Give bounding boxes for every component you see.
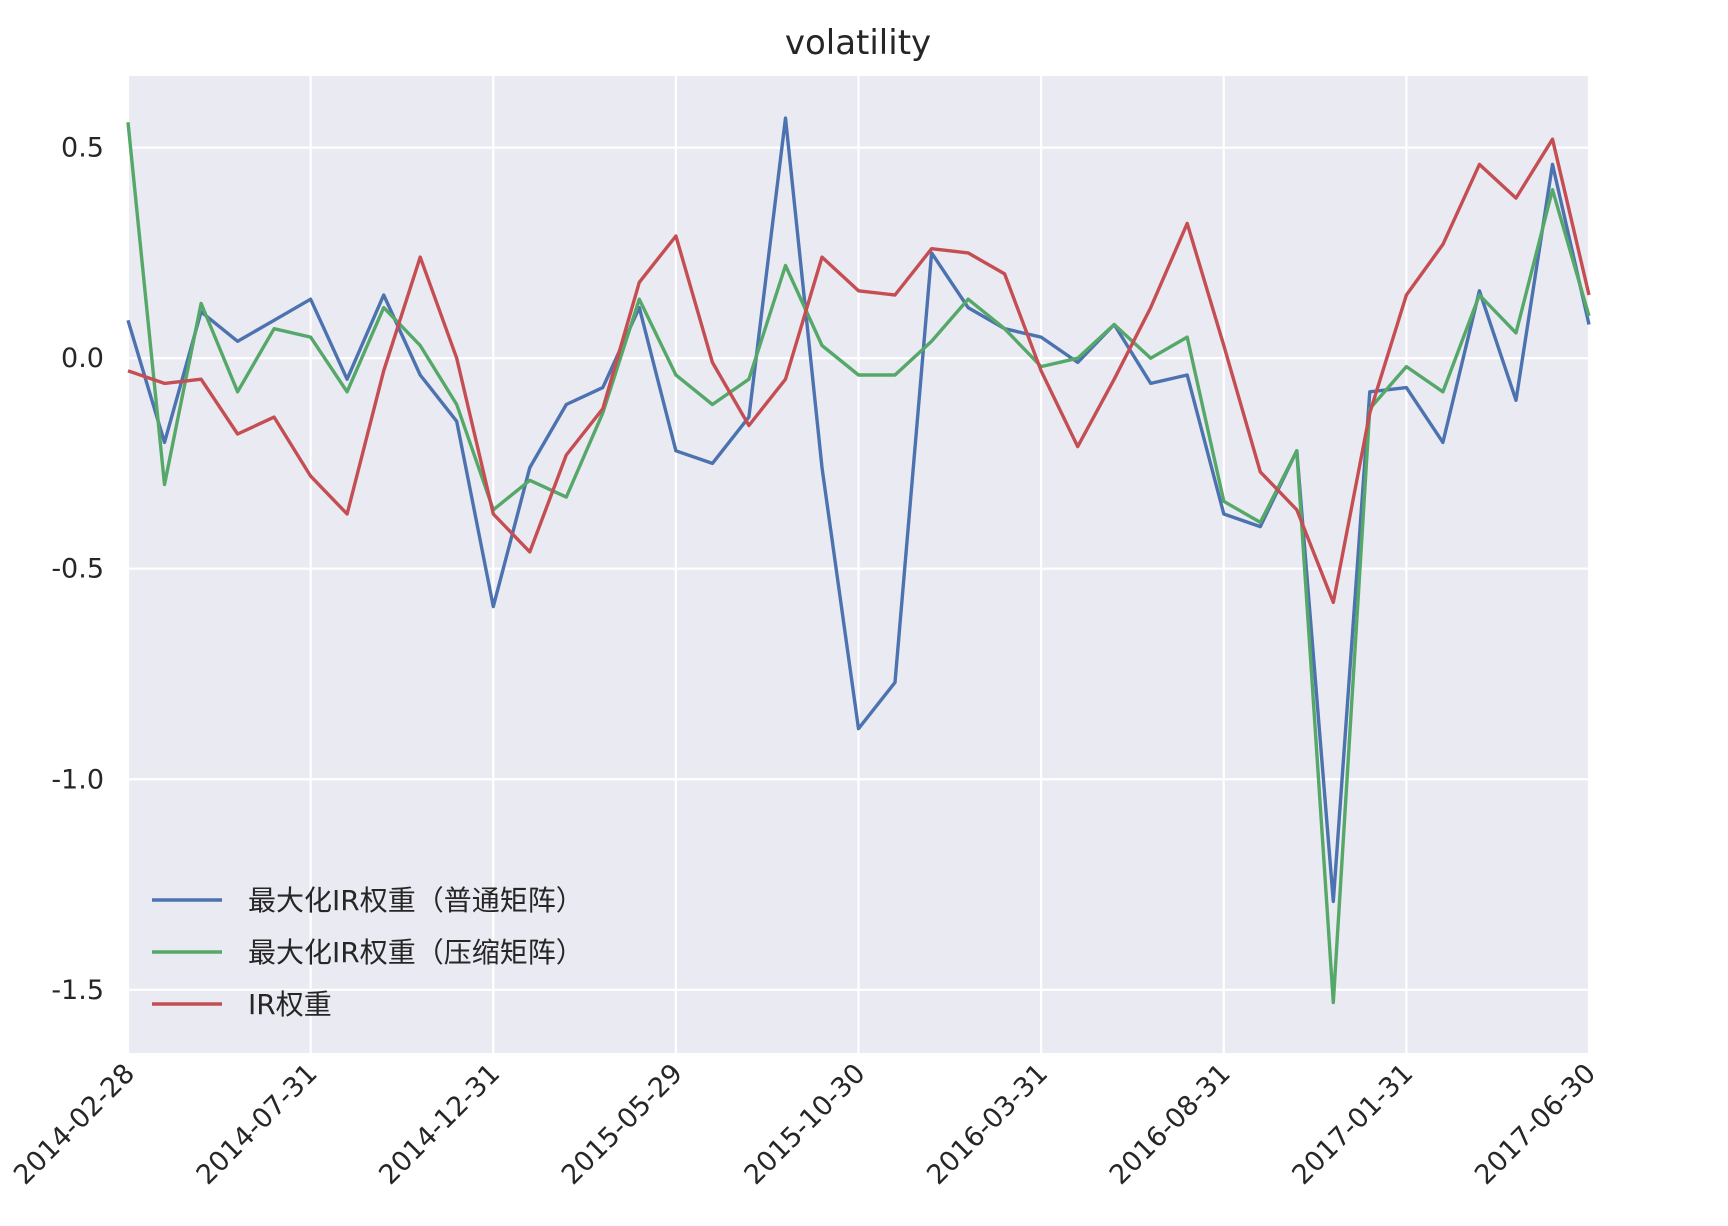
series-line-2 <box>126 122 1591 1005</box>
chart-title: volatility <box>785 23 931 63</box>
x-tick-label: 2015-05-29 <box>556 1058 689 1191</box>
legend: 最大化IR权重（普通矩阵） 最大化IR权重（压缩矩阵） IR权重 <box>152 884 584 1021</box>
legend-label-3: IR权重 <box>248 988 332 1021</box>
x-axis-ticks: 2014-02-28 2014-07-31 2014-12-31 2015-05-29… <box>8 1058 1602 1191</box>
y-tick-label: 0.0 <box>61 343 104 374</box>
legend-label-2: 最大化IR权重（压缩矩阵） <box>248 936 584 969</box>
x-tick-label: 2014-07-31 <box>191 1058 324 1191</box>
x-tick-label: 2016-08-31 <box>1104 1058 1237 1191</box>
y-tick-label: -1.0 <box>51 764 104 795</box>
y-axis-ticks: 0.5 0.0 -0.5 -1.0 -1.5 <box>51 133 104 1006</box>
x-tick-label: 2014-12-31 <box>373 1058 506 1191</box>
x-tick-label: 2014-02-28 <box>8 1058 141 1191</box>
y-tick-label: -0.5 <box>51 554 104 585</box>
x-tick-label: 2016-03-31 <box>921 1058 1054 1191</box>
series-line-1 <box>126 116 1591 904</box>
series-line-3 <box>127 137 1591 605</box>
x-tick-label: 2017-06-30 <box>1469 1058 1602 1191</box>
y-tick-label: -1.5 <box>51 975 104 1006</box>
y-tick-label: 0.5 <box>61 133 104 164</box>
x-tick-label: 2017-01-31 <box>1286 1058 1419 1191</box>
x-tick-label: 2015-10-30 <box>739 1058 872 1191</box>
legend-label-1: 最大化IR权重（普通矩阵） <box>248 884 584 917</box>
series-layer <box>126 116 1591 1005</box>
